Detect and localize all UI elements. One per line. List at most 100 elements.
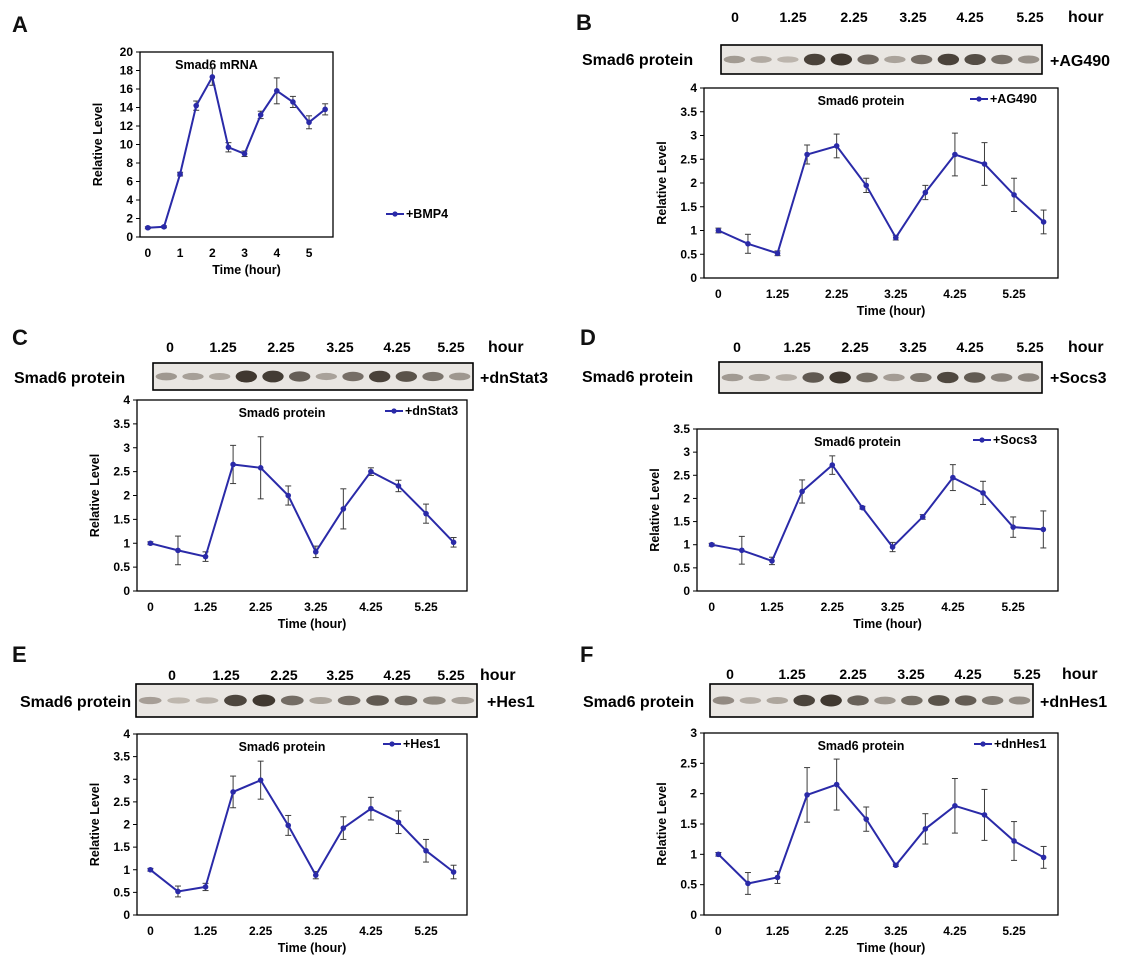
x-tick-label: 5.25 bbox=[1002, 924, 1026, 938]
panel-e: E Smad6 protein +Hes1 0 1.25 2.25 3.25 4.25 5.25… bbox=[12, 642, 535, 955]
data-point bbox=[889, 544, 896, 550]
x-axis-title: Time (hour) bbox=[212, 263, 281, 277]
data-point bbox=[774, 874, 781, 881]
data-point bbox=[1040, 526, 1047, 533]
y-tick-label: 8 bbox=[126, 156, 133, 170]
y-tick-label: 14 bbox=[120, 101, 134, 115]
blot-band bbox=[449, 372, 471, 381]
legend: +dnStat3 bbox=[385, 404, 458, 418]
series bbox=[144, 68, 329, 231]
x-tick-label: 4.25 bbox=[943, 287, 967, 301]
x-tick-label: 0 bbox=[147, 600, 154, 614]
lane-label: 3.25 bbox=[899, 339, 926, 355]
lane-label: 4.25 bbox=[956, 339, 983, 355]
series-line bbox=[717, 783, 1045, 885]
series bbox=[715, 758, 1047, 895]
data-point bbox=[285, 822, 292, 829]
x-tick-label: 0 bbox=[715, 287, 722, 301]
blot-band bbox=[884, 55, 906, 64]
y-tick-label: 0.5 bbox=[680, 878, 697, 892]
hour-label: hour bbox=[480, 667, 516, 684]
blot-band bbox=[262, 370, 284, 383]
x-tick-label: 1.25 bbox=[766, 924, 790, 938]
panel-letter: B bbox=[576, 10, 592, 35]
series-line bbox=[150, 463, 455, 558]
y-tick-label: 2 bbox=[123, 818, 130, 832]
y-tick-label: 4 bbox=[123, 393, 130, 407]
western-blot: Smad6 protein +Hes1 0 1.25 2.25 3.25 4.25 5.25 h… bbox=[20, 667, 535, 718]
y-tick-label: 1 bbox=[690, 847, 697, 861]
y-tick-label: 1 bbox=[690, 224, 697, 238]
y-tick-label: 3 bbox=[123, 441, 130, 455]
x-tick-label: 2.25 bbox=[825, 924, 849, 938]
chart-title: Smad6 protein bbox=[814, 435, 901, 449]
blot-band bbox=[394, 695, 418, 706]
blot-label: Smad6 protein bbox=[582, 52, 693, 69]
data-point bbox=[285, 492, 292, 499]
y-tick-label: 0 bbox=[690, 271, 697, 285]
x-tick-label: 4.25 bbox=[359, 600, 383, 614]
series bbox=[708, 455, 1047, 566]
lane-label: 2.25 bbox=[270, 667, 297, 683]
blot-band bbox=[963, 372, 986, 383]
y-tick-label: 18 bbox=[120, 64, 134, 78]
data-point bbox=[745, 241, 751, 247]
y-tick-label: 20 bbox=[120, 45, 134, 59]
blot-band bbox=[138, 696, 162, 705]
data-point bbox=[745, 880, 751, 887]
data-point bbox=[202, 553, 209, 560]
x-tick-label: 5.25 bbox=[1002, 287, 1026, 301]
legend-label: +BMP4 bbox=[406, 207, 448, 221]
blot-band bbox=[369, 370, 391, 383]
blot-band bbox=[395, 371, 418, 382]
data-point bbox=[423, 510, 429, 517]
y-tick-label: 3 bbox=[690, 726, 697, 740]
data-point bbox=[395, 819, 402, 826]
x-tick-label: 3.25 bbox=[881, 600, 905, 614]
y-tick-label: 1 bbox=[123, 863, 130, 877]
series-line bbox=[147, 74, 326, 229]
data-point bbox=[892, 234, 899, 241]
blot-band bbox=[802, 372, 824, 383]
legend-marker bbox=[392, 211, 398, 217]
data-point bbox=[952, 803, 958, 809]
blot-treatment: +Socs3 bbox=[1050, 370, 1107, 387]
data-point bbox=[774, 250, 781, 257]
data-point bbox=[804, 151, 810, 158]
blot-band bbox=[964, 53, 986, 66]
y-tick-label: 0.5 bbox=[113, 885, 130, 899]
y-tick-label: 2.5 bbox=[680, 152, 697, 166]
data-point bbox=[230, 461, 236, 468]
data-point bbox=[952, 151, 958, 158]
legend-label: +AG490 bbox=[990, 92, 1037, 106]
hour-label: hour bbox=[1068, 9, 1104, 26]
blot-band bbox=[857, 54, 879, 65]
y-tick-label: 0 bbox=[683, 584, 690, 598]
hour-label: hour bbox=[488, 339, 524, 356]
data-point bbox=[161, 224, 167, 230]
panel-letter: F bbox=[580, 642, 593, 667]
blot-band bbox=[280, 695, 304, 706]
panel-letter: C bbox=[12, 325, 28, 350]
blot-band bbox=[748, 373, 771, 382]
blot-label: Smad6 protein bbox=[583, 694, 694, 711]
blot-band bbox=[252, 694, 276, 707]
blot-band bbox=[981, 696, 1004, 705]
lane-label: 3.25 bbox=[326, 667, 353, 683]
data-point bbox=[739, 547, 745, 554]
x-axis-title: Time (hour) bbox=[857, 304, 926, 318]
y-tick-label: 0 bbox=[690, 908, 697, 922]
y-tick-label: 2 bbox=[690, 176, 697, 190]
y-axis-title: Relative Level bbox=[648, 468, 662, 551]
lane-label: 5.25 bbox=[437, 339, 464, 355]
blot-band bbox=[937, 53, 960, 66]
x-tick-label: 1.25 bbox=[194, 600, 218, 614]
legend-marker bbox=[391, 408, 397, 414]
data-point bbox=[340, 825, 347, 831]
data-point bbox=[340, 506, 347, 512]
blot-band bbox=[195, 697, 219, 704]
legend: +AG490 bbox=[970, 92, 1037, 106]
data-point bbox=[1011, 838, 1017, 844]
y-tick-label: 3.5 bbox=[680, 105, 697, 119]
blot-band bbox=[1008, 696, 1031, 705]
